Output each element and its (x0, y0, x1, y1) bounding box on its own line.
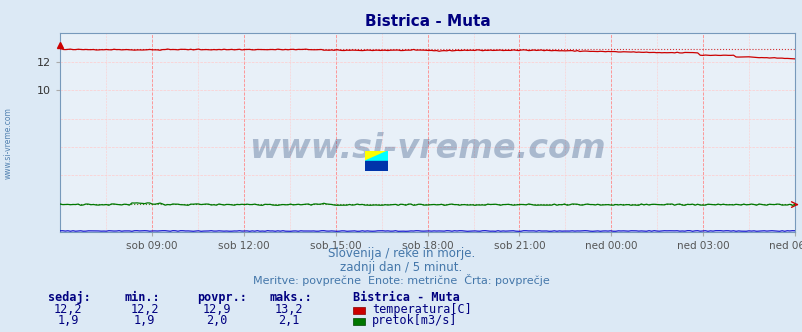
Text: Meritve: povprečne  Enote: metrične  Črta: povprečje: Meritve: povprečne Enote: metrične Črta:… (253, 274, 549, 286)
Text: 2,0: 2,0 (206, 314, 227, 327)
Text: pretok[m3/s]: pretok[m3/s] (371, 314, 456, 327)
Text: sedaj:: sedaj: (48, 291, 91, 304)
Text: 1,9: 1,9 (58, 314, 79, 327)
Text: Slovenija / reke in morje.: Slovenija / reke in morje. (327, 247, 475, 260)
Text: 12,9: 12,9 (202, 303, 231, 316)
Text: www.si-vreme.com: www.si-vreme.com (249, 132, 606, 165)
Text: 12,2: 12,2 (54, 303, 83, 316)
Text: 2,1: 2,1 (278, 314, 299, 327)
Text: www.si-vreme.com: www.si-vreme.com (3, 107, 13, 179)
Polygon shape (365, 161, 387, 171)
Text: 13,2: 13,2 (274, 303, 303, 316)
Polygon shape (365, 151, 387, 161)
Text: 1,9: 1,9 (134, 314, 155, 327)
Text: temperatura[C]: temperatura[C] (371, 303, 471, 316)
Text: 12,2: 12,2 (130, 303, 159, 316)
Text: Bistrica - Muta: Bistrica - Muta (353, 291, 460, 304)
Text: zadnji dan / 5 minut.: zadnji dan / 5 minut. (340, 261, 462, 274)
Text: povpr.:: povpr.: (196, 291, 246, 304)
Title: Bistrica - Muta: Bistrica - Muta (364, 14, 490, 29)
Text: min.:: min.: (124, 291, 160, 304)
Polygon shape (365, 151, 387, 161)
Text: maks.:: maks.: (269, 291, 311, 304)
